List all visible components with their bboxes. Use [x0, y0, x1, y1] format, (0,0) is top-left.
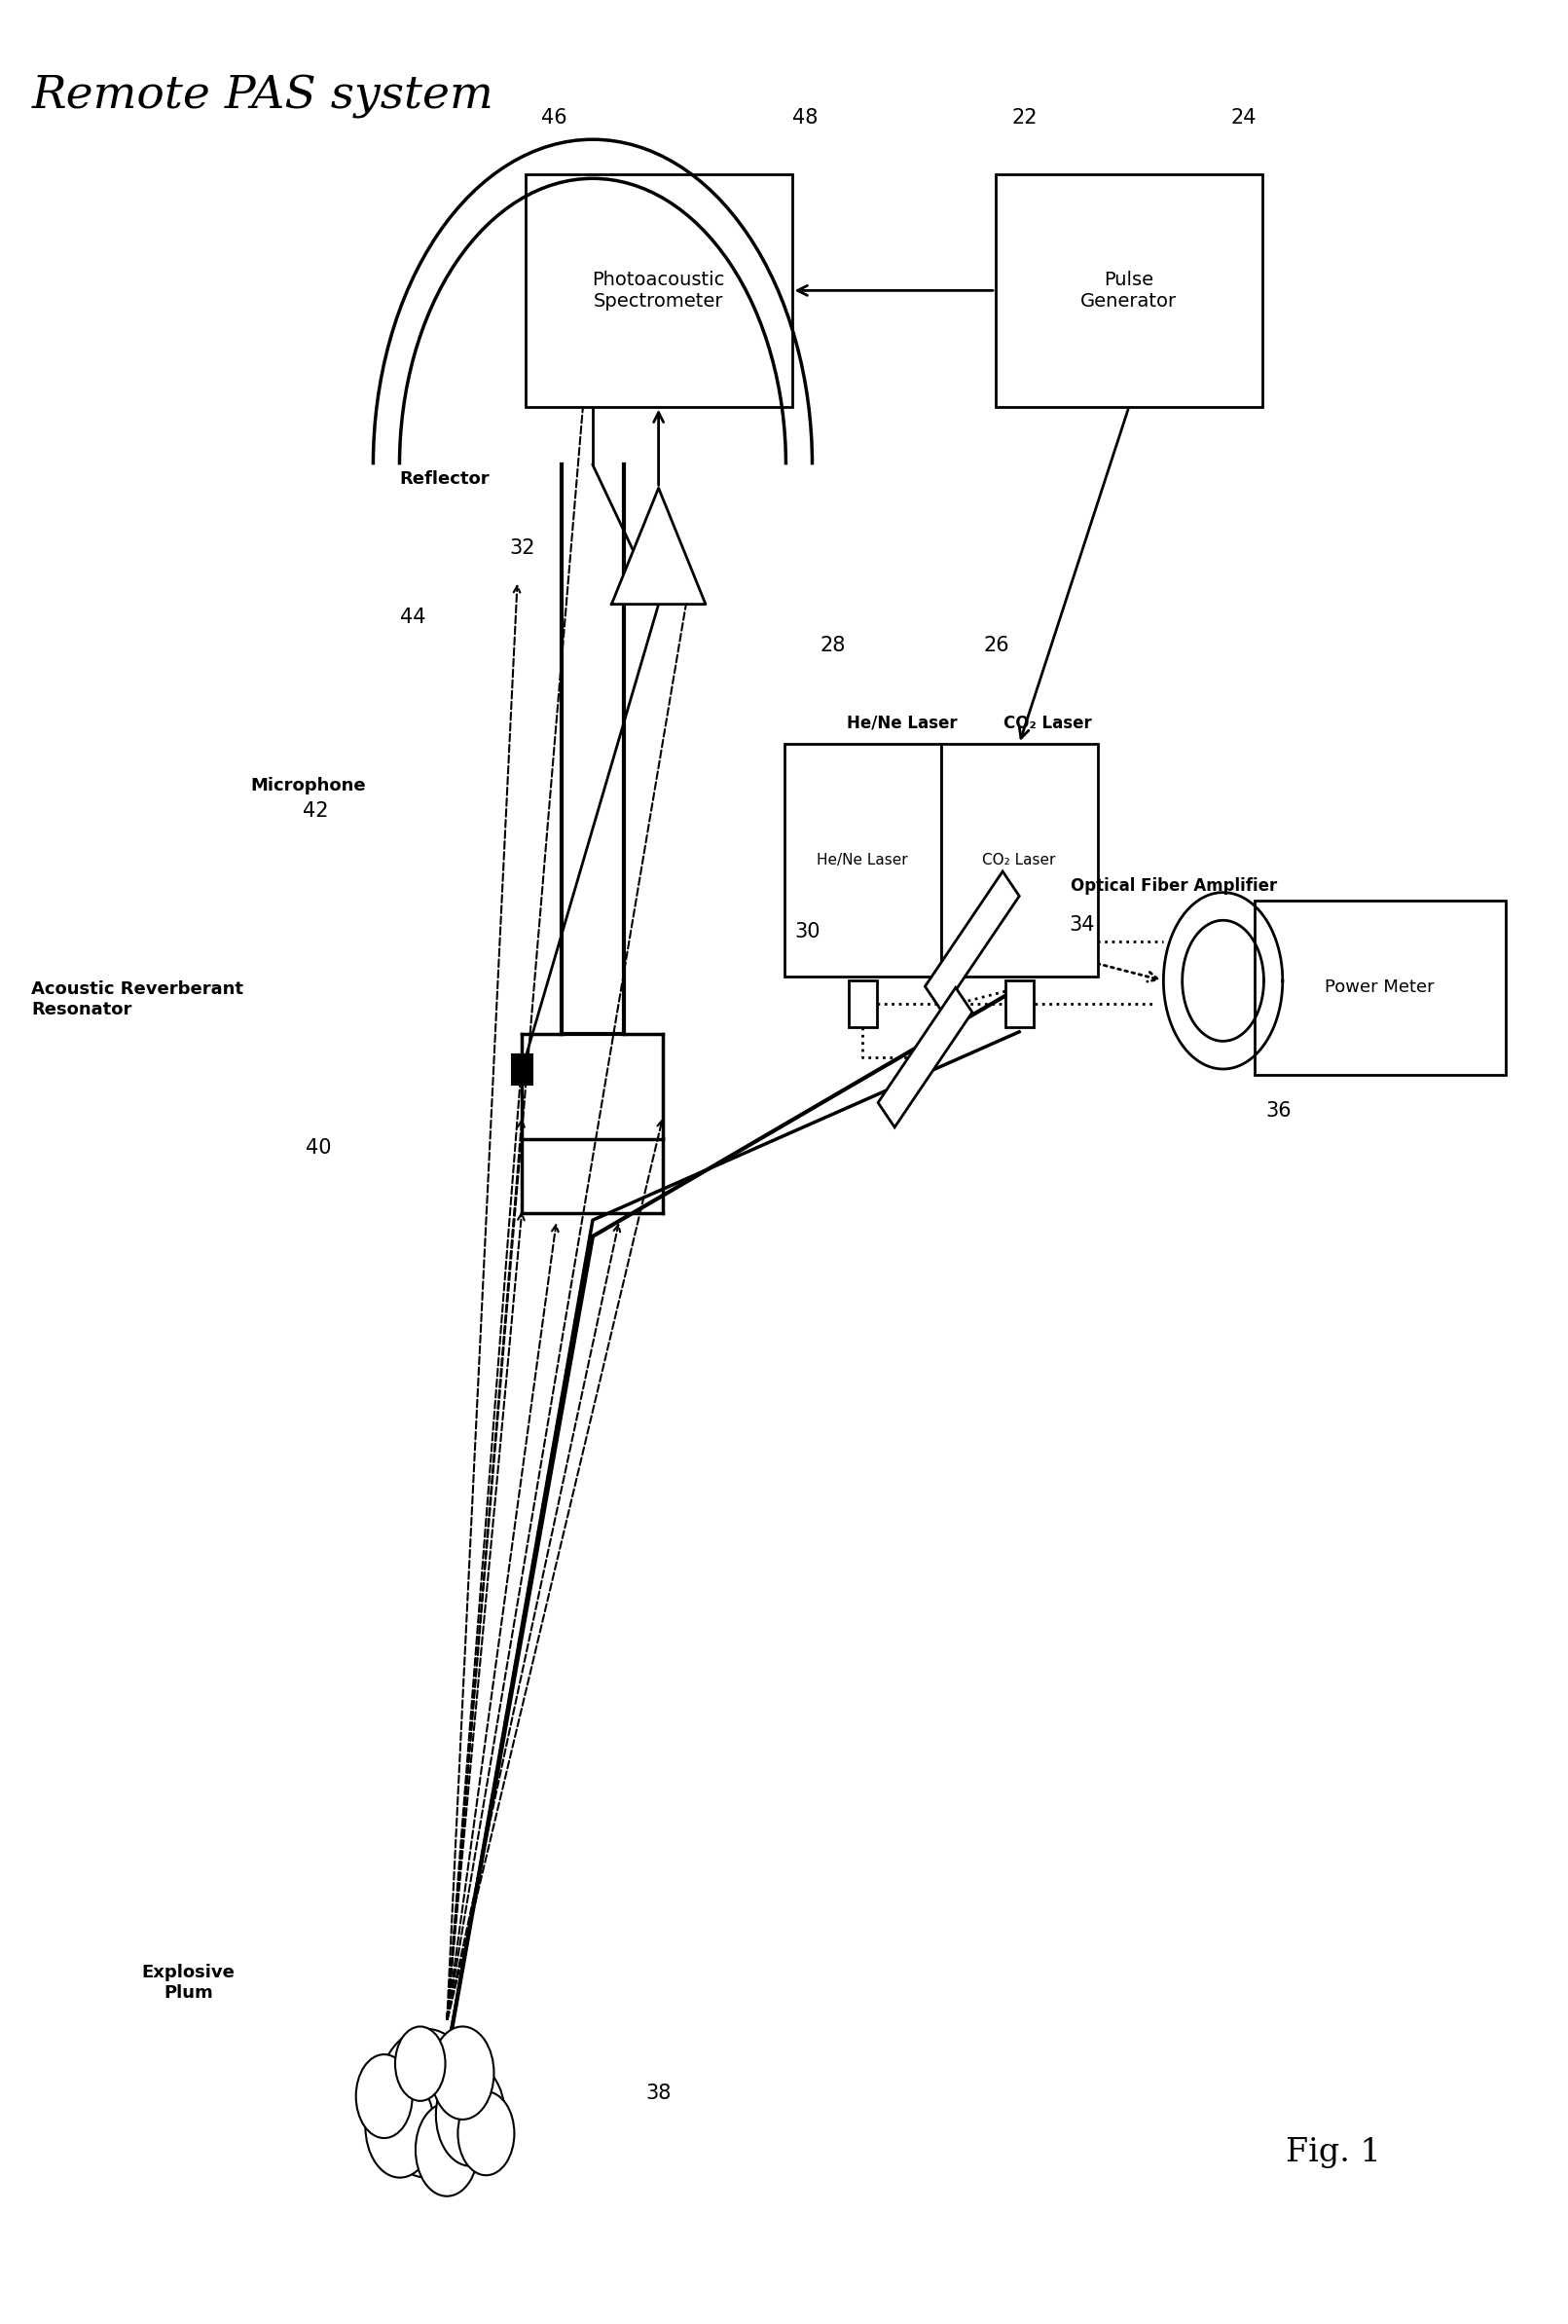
Text: 40: 40 — [306, 1139, 331, 1157]
Circle shape — [416, 2103, 478, 2196]
FancyBboxPatch shape — [941, 744, 1098, 976]
FancyBboxPatch shape — [1254, 902, 1505, 1074]
Text: He/Ne Laser: He/Ne Laser — [847, 713, 958, 732]
Text: Power Meter: Power Meter — [1325, 978, 1435, 997]
Text: Remote PAS system: Remote PAS system — [31, 74, 494, 119]
FancyBboxPatch shape — [525, 174, 792, 407]
Text: 46: 46 — [541, 109, 568, 128]
Text: CO₂ Laser: CO₂ Laser — [1004, 713, 1091, 732]
Circle shape — [365, 2075, 434, 2178]
Text: 22: 22 — [1011, 109, 1036, 128]
Text: 30: 30 — [795, 923, 820, 941]
Text: 24: 24 — [1231, 109, 1256, 128]
FancyBboxPatch shape — [784, 744, 941, 976]
Text: 42: 42 — [303, 802, 328, 820]
Text: Photoacoustic
Spectrometer: Photoacoustic Spectrometer — [593, 270, 724, 311]
Text: Explosive
Plum: Explosive Plum — [141, 1964, 235, 2001]
Text: Microphone: Microphone — [251, 776, 367, 795]
Text: 28: 28 — [820, 637, 845, 655]
Polygon shape — [925, 872, 1019, 1011]
Text: CO₂ Laser: CO₂ Laser — [983, 853, 1055, 867]
Text: Fig. 1: Fig. 1 — [1286, 2138, 1381, 2168]
Text: Acoustic Reverberant
Resonator: Acoustic Reverberant Resonator — [31, 981, 243, 1018]
FancyBboxPatch shape — [848, 981, 877, 1027]
Text: 32: 32 — [510, 539, 535, 558]
FancyBboxPatch shape — [511, 1053, 533, 1083]
Text: 26: 26 — [983, 637, 1010, 655]
Polygon shape — [612, 488, 706, 604]
Circle shape — [356, 2054, 412, 2138]
Circle shape — [436, 2064, 505, 2166]
Polygon shape — [878, 988, 972, 1127]
Circle shape — [376, 2029, 477, 2178]
FancyBboxPatch shape — [996, 174, 1262, 407]
Text: 44: 44 — [400, 609, 425, 627]
Text: Reflector: Reflector — [400, 469, 489, 488]
Text: Optical Fiber Amplifier: Optical Fiber Amplifier — [1071, 876, 1278, 895]
Circle shape — [458, 2092, 514, 2175]
Text: 36: 36 — [1265, 1102, 1292, 1120]
Text: Pulse
Generator: Pulse Generator — [1080, 270, 1178, 311]
Text: 38: 38 — [646, 2085, 671, 2103]
Text: He/Ne Laser: He/Ne Laser — [817, 853, 908, 867]
Text: 34: 34 — [1069, 916, 1094, 934]
Circle shape — [431, 2027, 494, 2119]
Text: 48: 48 — [792, 109, 817, 128]
FancyBboxPatch shape — [1005, 981, 1033, 1027]
Circle shape — [395, 2027, 445, 2101]
